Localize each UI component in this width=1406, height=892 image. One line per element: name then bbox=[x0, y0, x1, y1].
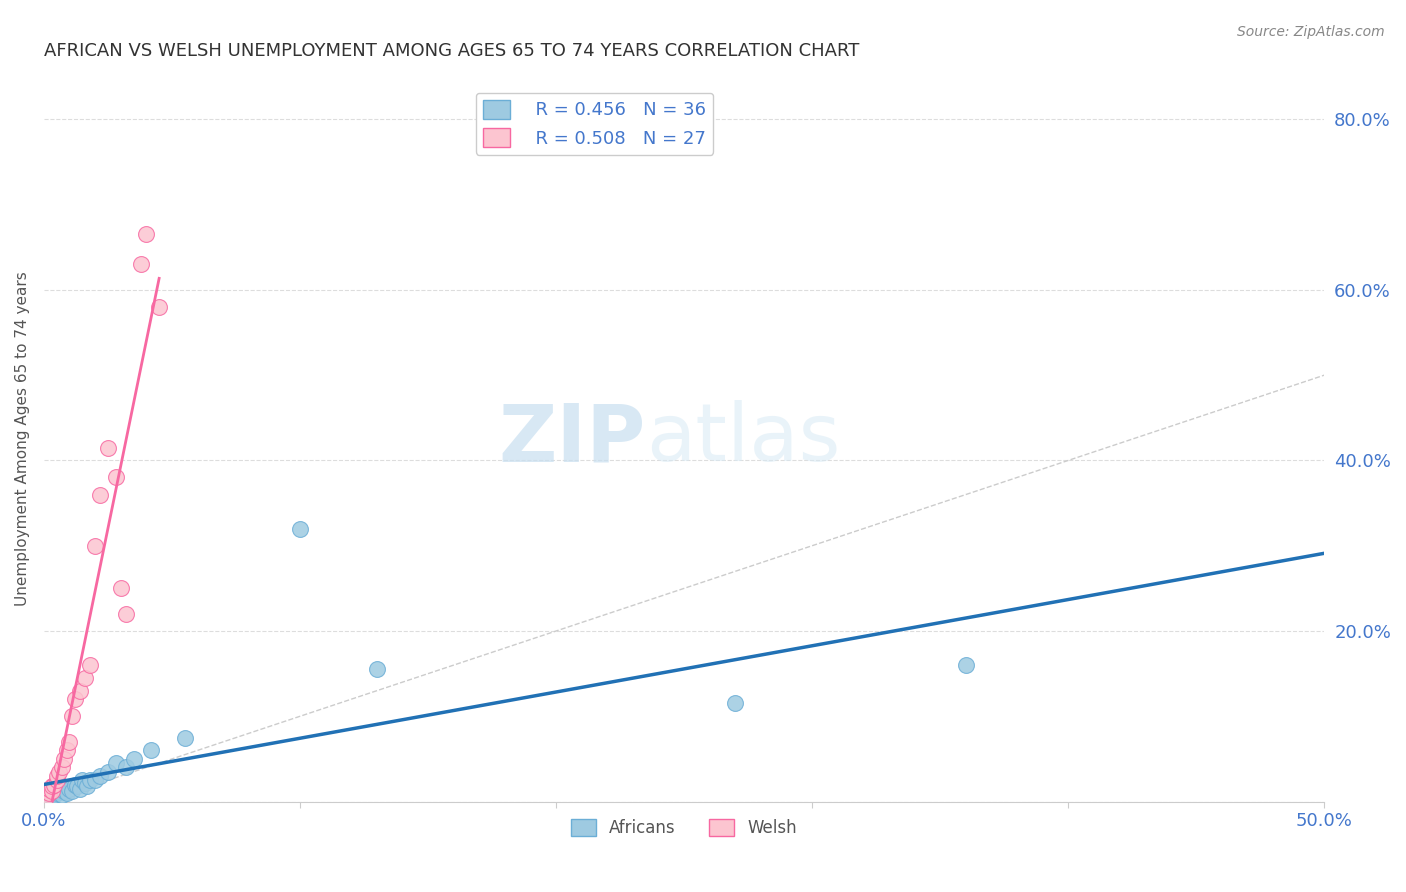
Point bbox=[51, 760, 73, 774]
Point bbox=[44, 788, 66, 802]
Point bbox=[89, 487, 111, 501]
Point bbox=[63, 692, 86, 706]
Point bbox=[56, 743, 79, 757]
Point bbox=[53, 752, 76, 766]
Point bbox=[84, 773, 107, 788]
Point bbox=[51, 788, 73, 802]
Point bbox=[63, 778, 86, 792]
Text: atlas: atlas bbox=[645, 401, 841, 478]
Point bbox=[41, 790, 63, 805]
Point bbox=[51, 781, 73, 796]
Point bbox=[76, 779, 98, 793]
Point bbox=[73, 776, 96, 790]
Point bbox=[288, 522, 311, 536]
Point bbox=[135, 227, 157, 242]
Point bbox=[69, 781, 91, 796]
Point bbox=[48, 784, 70, 798]
Point bbox=[955, 658, 977, 673]
Point bbox=[104, 470, 127, 484]
Point bbox=[58, 735, 80, 749]
Point bbox=[141, 743, 163, 757]
Point bbox=[45, 786, 67, 800]
Point bbox=[48, 764, 70, 779]
Text: AFRICAN VS WELSH UNEMPLOYMENT AMONG AGES 65 TO 74 YEARS CORRELATION CHART: AFRICAN VS WELSH UNEMPLOYMENT AMONG AGES… bbox=[44, 42, 859, 60]
Point bbox=[53, 784, 76, 798]
Point bbox=[129, 257, 152, 271]
Point bbox=[115, 760, 138, 774]
Point bbox=[41, 779, 63, 793]
Point bbox=[79, 658, 101, 673]
Point bbox=[58, 781, 80, 796]
Point bbox=[41, 786, 63, 800]
Point bbox=[38, 790, 60, 805]
Point bbox=[56, 786, 79, 800]
Text: Source: ZipAtlas.com: Source: ZipAtlas.com bbox=[1237, 25, 1385, 39]
Text: ZIP: ZIP bbox=[499, 401, 645, 478]
Point bbox=[41, 784, 63, 798]
Point bbox=[69, 683, 91, 698]
Legend: Africans, Welsh: Africans, Welsh bbox=[564, 813, 804, 844]
Point bbox=[38, 786, 60, 800]
Point bbox=[60, 784, 83, 798]
Point bbox=[44, 784, 66, 798]
Point bbox=[45, 769, 67, 783]
Point bbox=[173, 731, 195, 745]
Point bbox=[148, 300, 170, 314]
Point bbox=[45, 773, 67, 788]
Point bbox=[72, 773, 94, 788]
Point bbox=[38, 781, 60, 796]
Point bbox=[84, 539, 107, 553]
Point bbox=[38, 786, 60, 800]
Point bbox=[122, 752, 145, 766]
Point bbox=[110, 582, 132, 596]
Point bbox=[724, 697, 747, 711]
Point bbox=[115, 607, 138, 621]
Point bbox=[48, 779, 70, 793]
Point bbox=[35, 790, 58, 805]
Point bbox=[45, 781, 67, 796]
Point bbox=[44, 778, 66, 792]
Y-axis label: Unemployment Among Ages 65 to 74 years: Unemployment Among Ages 65 to 74 years bbox=[15, 272, 30, 607]
Point bbox=[89, 769, 111, 783]
Point bbox=[35, 790, 58, 805]
Point bbox=[73, 671, 96, 685]
Point bbox=[97, 764, 120, 779]
Point bbox=[97, 441, 120, 455]
Point bbox=[66, 779, 89, 793]
Point bbox=[79, 773, 101, 788]
Point bbox=[104, 756, 127, 771]
Point bbox=[60, 709, 83, 723]
Point bbox=[366, 662, 388, 676]
